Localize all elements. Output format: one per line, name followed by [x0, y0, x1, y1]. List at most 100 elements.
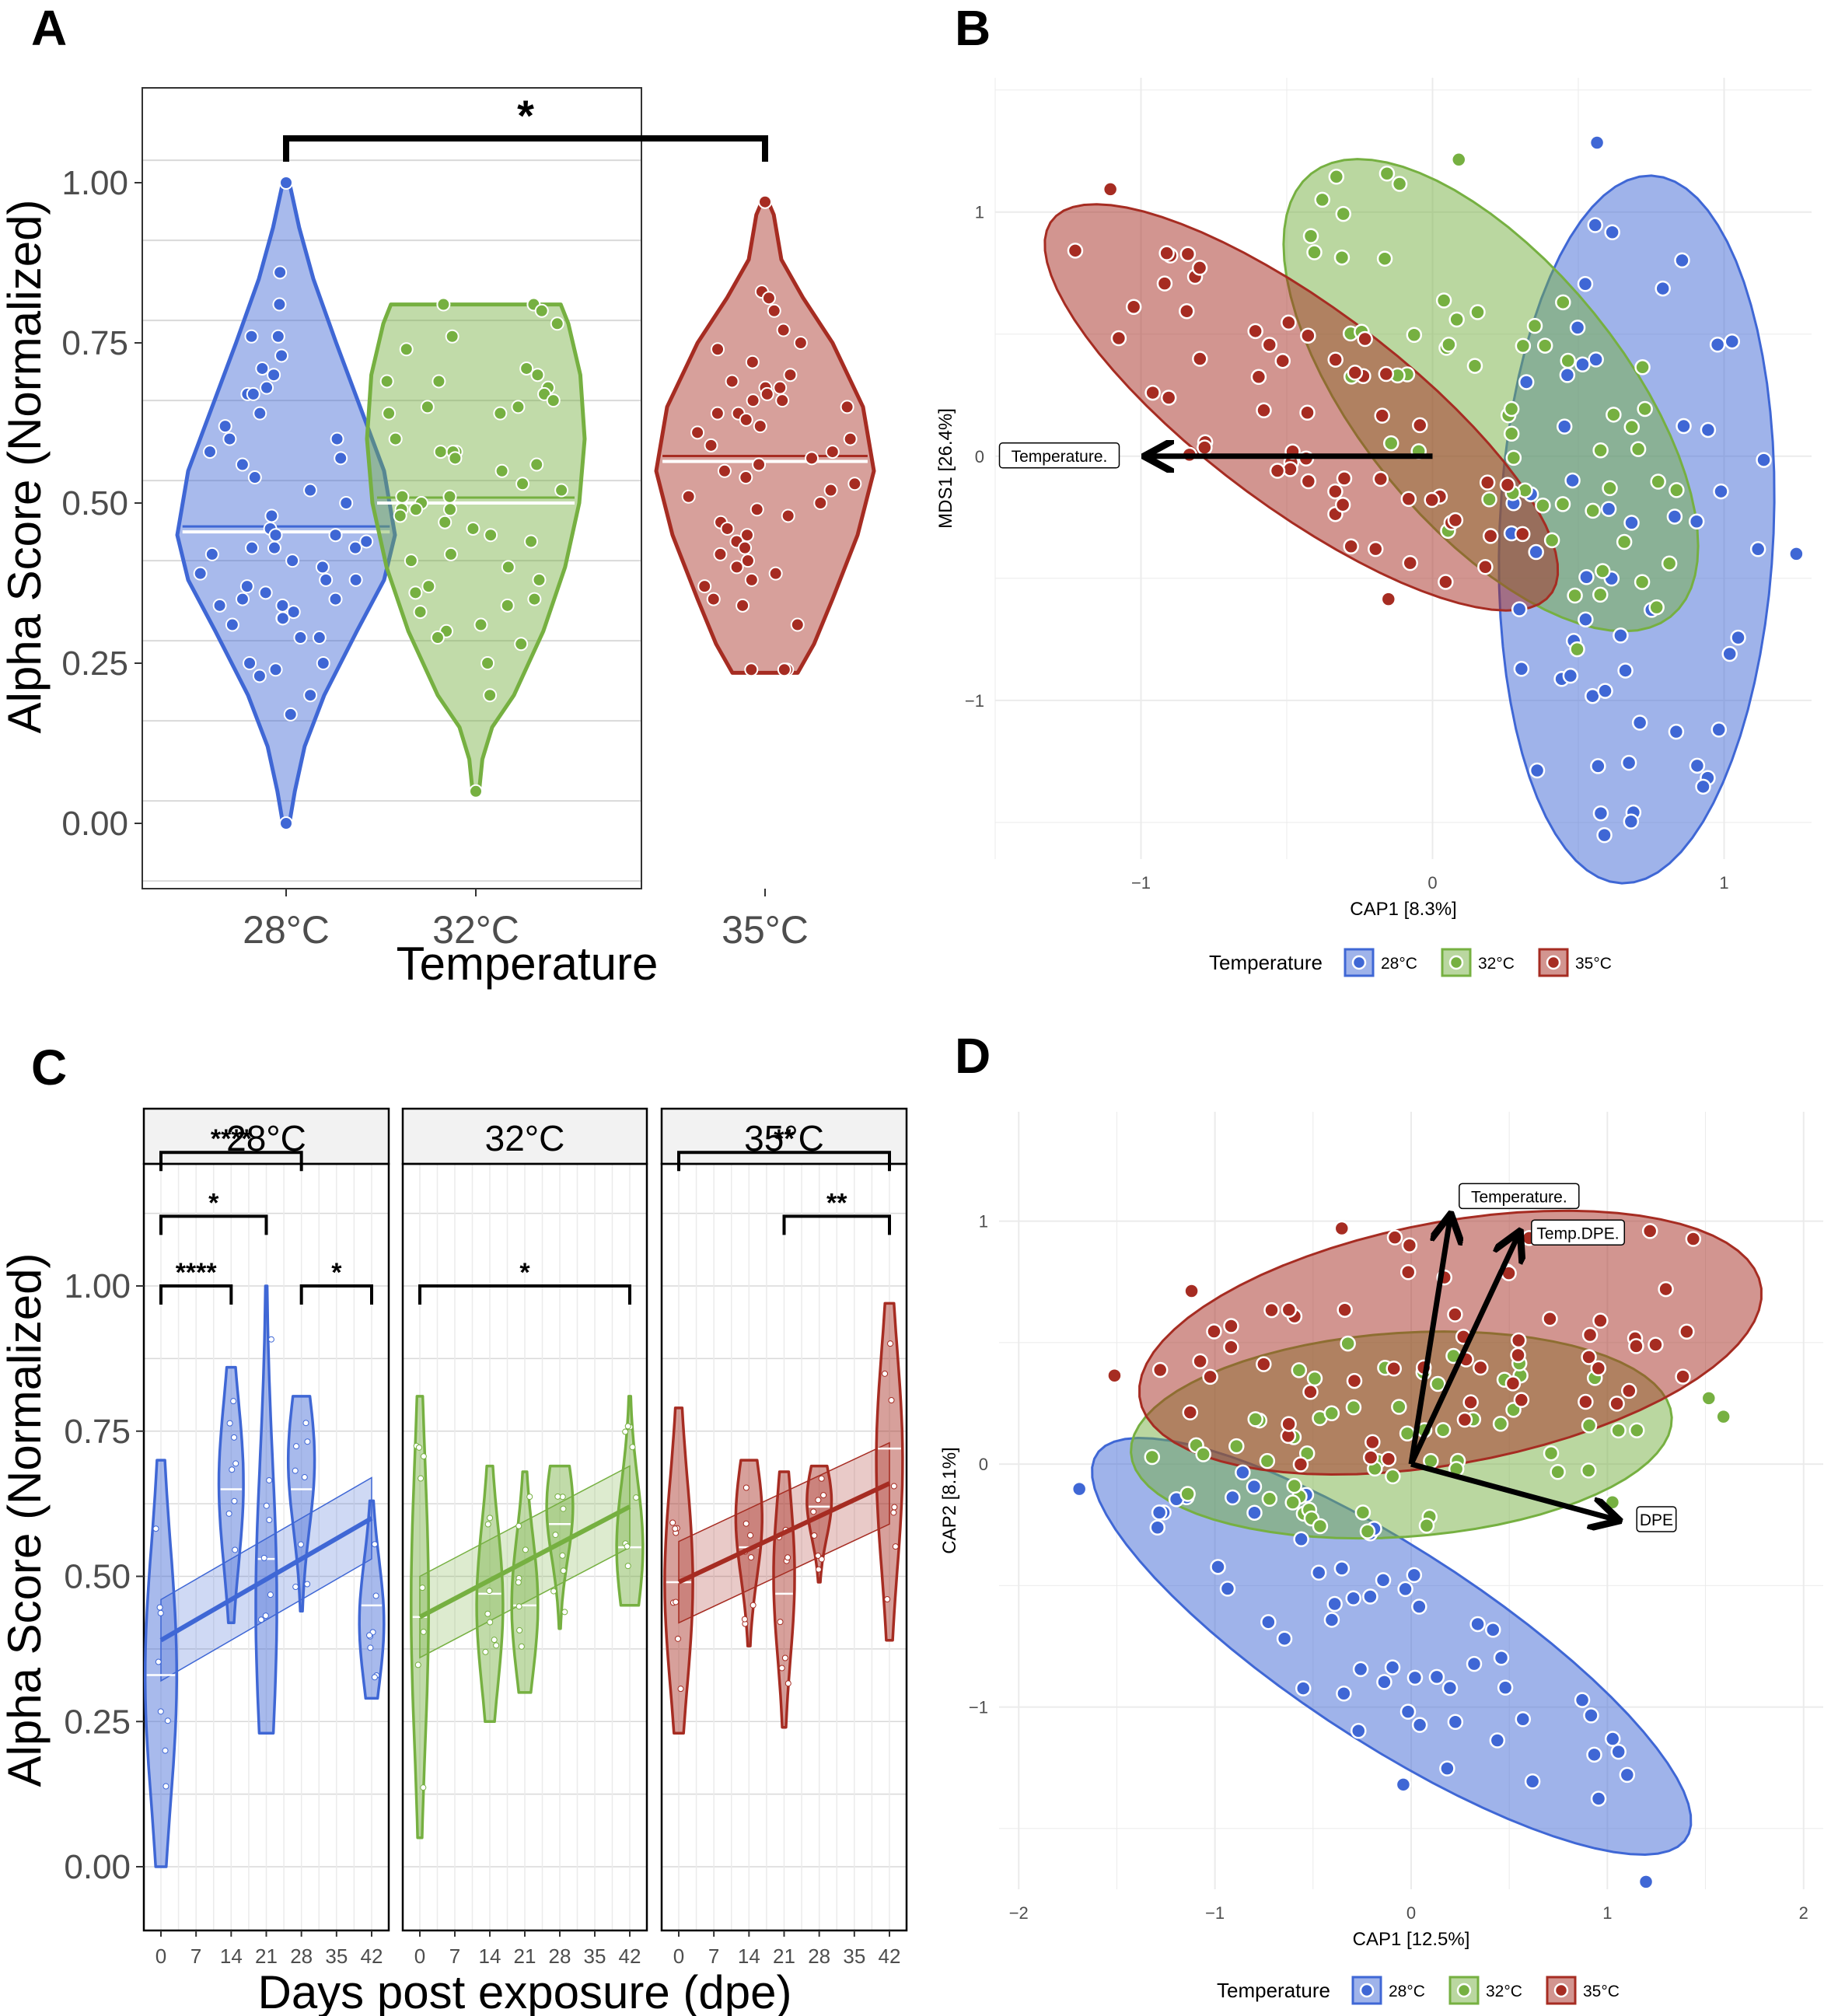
data-point	[1291, 1362, 1308, 1378]
data-point	[1182, 1404, 1199, 1420]
data-point	[1456, 1411, 1473, 1428]
x-tick-label: 7	[708, 1944, 719, 1968]
data-point	[1435, 292, 1452, 309]
data-point	[1479, 474, 1496, 491]
data-point	[1282, 461, 1298, 477]
data-point	[430, 631, 445, 645]
x-tick-label: 32°C	[432, 908, 519, 952]
data-point	[750, 1602, 757, 1609]
data-point	[501, 560, 515, 575]
data-point	[622, 1428, 629, 1435]
data-point	[1151, 1504, 1168, 1521]
data-point	[890, 1483, 897, 1490]
data-point	[382, 406, 397, 421]
data-point	[1518, 374, 1535, 390]
data-point	[1606, 407, 1622, 423]
data-point	[1499, 477, 1516, 493]
data-point	[443, 547, 458, 561]
vector-label-box	[1531, 1219, 1626, 1246]
data-point	[1378, 365, 1395, 383]
plot-frame	[142, 87, 642, 889]
data-point	[527, 592, 542, 606]
data-point	[266, 1476, 273, 1483]
data-point	[1197, 439, 1213, 456]
data-point	[292, 1584, 299, 1591]
data-point	[1689, 757, 1706, 774]
data-point	[1260, 1614, 1277, 1630]
data-point	[744, 572, 759, 587]
data-point	[1345, 1399, 1362, 1416]
data-point	[519, 361, 534, 376]
x-tick-label: 2	[1799, 1903, 1808, 1923]
data-point	[1336, 1686, 1352, 1702]
data-point	[445, 329, 460, 344]
data-point	[813, 496, 828, 510]
data-point	[713, 547, 728, 561]
data-point	[1246, 1504, 1263, 1521]
data-point	[1380, 591, 1397, 607]
data-point	[258, 585, 273, 600]
data-point	[748, 1554, 755, 1561]
data-point	[212, 598, 227, 613]
x-tick-label: 35	[584, 1944, 606, 1968]
data-point	[286, 605, 301, 620]
data-point	[229, 1466, 236, 1473]
data-point	[1592, 1312, 1609, 1329]
significance-label: *	[208, 1188, 219, 1218]
data-point	[1179, 246, 1197, 262]
data-point	[1399, 1263, 1417, 1281]
data-point	[334, 451, 348, 466]
data-point	[760, 386, 774, 401]
y-tick-label: −1	[965, 691, 984, 711]
data-point	[1385, 1360, 1402, 1377]
data-point	[1585, 502, 1601, 519]
trend-line	[677, 1481, 891, 1584]
data-point	[312, 631, 327, 645]
panel-d: −2 −1 0 1 2 −1 0 1 CAP1 [12.5%] CAP2 [8.1%] Temper…	[939, 1112, 1823, 2005]
x-axis-title: CAP1 [12.5%]	[1353, 1929, 1470, 1950]
data-point	[1346, 1372, 1363, 1389]
data-point	[438, 515, 453, 529]
data-point	[1497, 1679, 1514, 1696]
data-point	[1247, 323, 1263, 340]
data-point	[1569, 641, 1585, 658]
significance-bracket	[159, 1214, 268, 1235]
data-point	[204, 547, 219, 561]
significance-label: ****	[176, 1258, 218, 1288]
data-point	[892, 1543, 899, 1550]
data-point	[1447, 1714, 1464, 1730]
data-point	[1306, 1370, 1323, 1387]
panel-a: 0.00 0.25 0.50 0.75 1.00 28°C 32°C 35°C Temperat…	[0, 87, 876, 990]
data-point	[1149, 1519, 1166, 1536]
data-point	[741, 1616, 748, 1623]
data-point	[330, 432, 344, 446]
data-point	[1399, 1703, 1417, 1720]
data-point	[518, 1643, 525, 1650]
data-point	[1269, 463, 1286, 479]
data-point	[419, 1584, 426, 1591]
data-point	[1592, 586, 1609, 603]
data-point	[674, 1635, 681, 1642]
data-point	[1695, 778, 1711, 795]
data-point	[882, 1370, 889, 1377]
vector-label-box	[1636, 1506, 1677, 1532]
x-tick-label: 1	[1602, 1903, 1612, 1923]
y-tick-label: 0.50	[61, 484, 128, 522]
data-point	[629, 1444, 636, 1451]
data-point	[1590, 1360, 1607, 1377]
vector-label-box	[1459, 1183, 1580, 1210]
data-point	[522, 1546, 529, 1553]
data-point	[554, 1493, 561, 1500]
data-point	[1542, 1310, 1558, 1327]
data-point	[1604, 1731, 1621, 1747]
data-point	[706, 592, 721, 606]
data-point	[409, 502, 424, 517]
data-point	[1621, 1382, 1637, 1399]
data-point	[1333, 1560, 1351, 1577]
data-point	[1578, 569, 1595, 585]
data-point	[1333, 1220, 1351, 1237]
data-point	[279, 176, 293, 190]
trend-line	[418, 1504, 631, 1619]
data-point	[725, 374, 739, 389]
data-point	[1713, 483, 1729, 500]
